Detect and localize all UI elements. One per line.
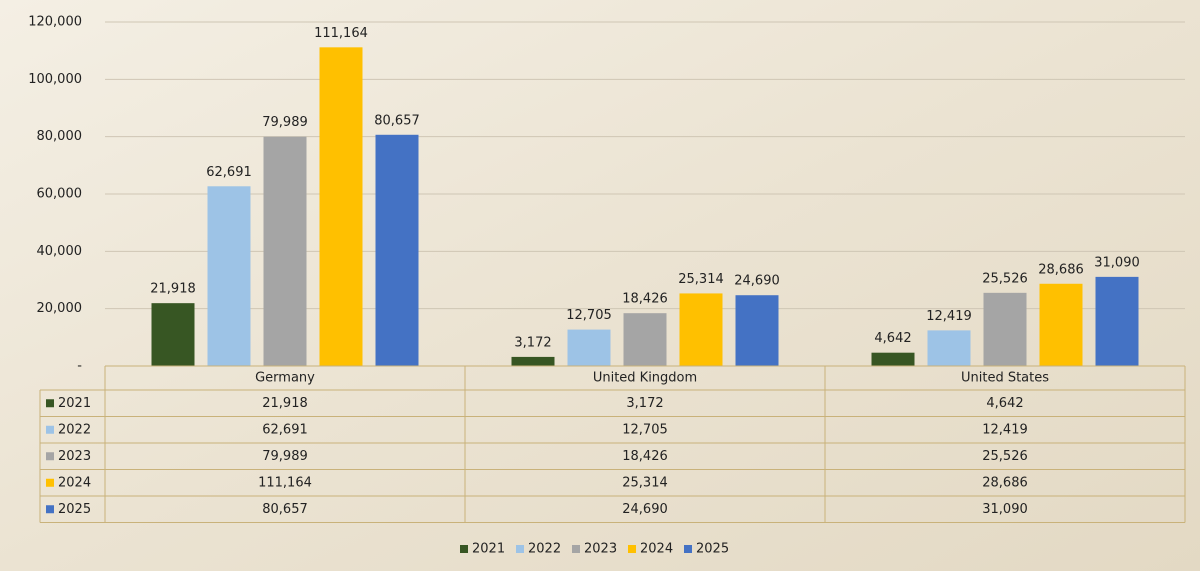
data-label: 12,419 bbox=[926, 309, 972, 324]
data-label: 12,705 bbox=[566, 308, 612, 323]
legend-key bbox=[572, 545, 580, 553]
table-row-label: 2023 bbox=[58, 449, 91, 464]
y-tick-label: - bbox=[77, 359, 82, 374]
table-cell: 24,690 bbox=[622, 502, 668, 517]
legend-key bbox=[684, 545, 692, 553]
legend-label: 2024 bbox=[640, 542, 673, 557]
bar bbox=[928, 330, 971, 366]
data-label: 62,691 bbox=[206, 165, 252, 180]
data-label: 80,657 bbox=[374, 113, 420, 128]
x-tick-label: Germany bbox=[255, 371, 315, 386]
table-cell: 21,918 bbox=[262, 396, 308, 411]
table-cell: 31,090 bbox=[982, 502, 1028, 517]
y-tick-label: 100,000 bbox=[28, 72, 82, 87]
data-label: 3,172 bbox=[514, 335, 551, 350]
table-row-label: 2021 bbox=[58, 396, 91, 411]
bar bbox=[736, 295, 779, 366]
data-label: 25,314 bbox=[678, 272, 724, 287]
x-tick-label: United States bbox=[961, 371, 1049, 386]
y-tick-label: 20,000 bbox=[37, 301, 83, 316]
table-cell: 28,686 bbox=[982, 475, 1028, 490]
y-tick-label: 60,000 bbox=[37, 187, 83, 202]
data-label: 111,164 bbox=[314, 26, 368, 41]
table-cell: 3,172 bbox=[626, 396, 663, 411]
bar bbox=[208, 186, 251, 366]
bar bbox=[264, 137, 307, 366]
table-row-label: 2024 bbox=[58, 475, 91, 490]
table-cell: 25,314 bbox=[622, 475, 668, 490]
data-label: 31,090 bbox=[1094, 255, 1140, 270]
table-cell: 12,419 bbox=[982, 422, 1028, 437]
bar bbox=[680, 293, 723, 366]
table-cell: 18,426 bbox=[622, 449, 668, 464]
chart: - 20,000 40,000 60,000 80,000 100,000 120,000 2… bbox=[0, 0, 1200, 571]
bar bbox=[512, 357, 555, 366]
legend-label: 2021 bbox=[472, 542, 505, 557]
bar bbox=[624, 313, 667, 366]
legend-key bbox=[46, 399, 54, 407]
y-tick-label: 40,000 bbox=[37, 244, 83, 259]
table-cell: 4,642 bbox=[986, 396, 1023, 411]
data-label: 21,918 bbox=[150, 282, 196, 297]
legend-label: 2023 bbox=[584, 542, 617, 557]
legend-key bbox=[46, 505, 54, 513]
data-label: 4,642 bbox=[874, 331, 911, 346]
bar bbox=[152, 303, 195, 366]
bar bbox=[568, 330, 611, 366]
legend-label: 2025 bbox=[696, 542, 729, 557]
legend-key bbox=[516, 545, 524, 553]
bar bbox=[872, 353, 915, 366]
legend-key bbox=[46, 452, 54, 460]
table-row-label: 2025 bbox=[58, 502, 91, 517]
data-label: 18,426 bbox=[622, 292, 668, 307]
table-cell: 111,164 bbox=[258, 475, 312, 490]
data-label: 25,526 bbox=[982, 271, 1028, 286]
table-cell: 80,657 bbox=[262, 502, 308, 517]
table-cell: 79,989 bbox=[262, 449, 308, 464]
table-cell: 62,691 bbox=[262, 422, 308, 437]
legend-key bbox=[460, 545, 468, 553]
legend-label: 2022 bbox=[528, 542, 561, 557]
legend-key bbox=[46, 479, 54, 487]
table-row-label: 2022 bbox=[58, 422, 91, 437]
x-tick-label: United Kingdom bbox=[593, 371, 697, 386]
bar bbox=[1096, 277, 1139, 366]
data-label: 24,690 bbox=[734, 274, 780, 289]
y-tick-label: 120,000 bbox=[28, 15, 82, 30]
data-label: 79,989 bbox=[262, 115, 308, 130]
table-cell: 25,526 bbox=[982, 449, 1028, 464]
legend-key bbox=[628, 545, 636, 553]
bar bbox=[320, 47, 363, 366]
bar bbox=[1040, 284, 1083, 366]
bar bbox=[376, 135, 419, 366]
legend-key bbox=[46, 426, 54, 434]
data-label: 28,686 bbox=[1038, 262, 1084, 277]
y-tick-label: 80,000 bbox=[37, 129, 83, 144]
bar bbox=[984, 293, 1027, 366]
table-cell: 12,705 bbox=[622, 422, 668, 437]
